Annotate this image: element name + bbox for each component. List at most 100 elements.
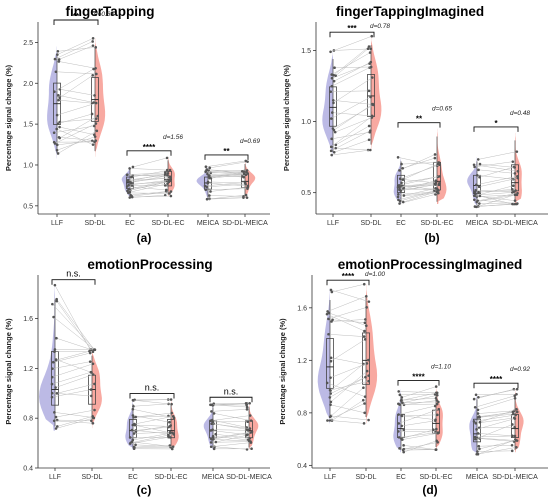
- point-left: [56, 53, 59, 56]
- point-left: [478, 447, 481, 451]
- pair-line: [403, 192, 439, 196]
- point-right: [169, 398, 173, 401]
- point-left: [329, 392, 333, 395]
- point-right: [513, 394, 517, 398]
- pair-line: [476, 194, 516, 208]
- point-right: [514, 439, 518, 442]
- point-left: [52, 140, 56, 144]
- point-right: [248, 437, 252, 440]
- pair-line: [129, 183, 168, 193]
- point-left: [58, 96, 62, 99]
- pair-line: [58, 61, 96, 69]
- point-left: [206, 172, 209, 176]
- x-tick-label: SD-DL-EC: [154, 474, 187, 481]
- point-left: [204, 165, 208, 169]
- pair-line: [205, 160, 246, 167]
- effect-size-label: d=0.92: [510, 366, 530, 373]
- point-right: [246, 420, 249, 423]
- point-right: [167, 433, 170, 437]
- point-right: [94, 67, 97, 70]
- point-left: [55, 297, 58, 301]
- point-left: [131, 165, 135, 169]
- point-left: [327, 332, 330, 336]
- point-left: [332, 73, 335, 77]
- y-axis-label: Percentage signal change (%): [4, 318, 13, 425]
- pair-line: [51, 389, 92, 398]
- effect-size-label: d=1.56: [163, 134, 183, 141]
- pair-line: [329, 420, 365, 424]
- point-left: [128, 436, 132, 439]
- point-right: [240, 169, 244, 173]
- point-right: [369, 148, 372, 152]
- pair-line: [333, 61, 371, 82]
- point-left: [473, 437, 477, 441]
- violin-left: [39, 283, 55, 431]
- point-left: [208, 197, 211, 201]
- pair-line: [479, 409, 517, 423]
- point-right: [513, 172, 517, 175]
- point-left: [473, 435, 477, 439]
- point-left: [50, 395, 54, 399]
- pair-line: [477, 437, 518, 441]
- pair-line: [59, 75, 93, 98]
- pair-line: [330, 35, 372, 53]
- pair-line: [130, 434, 169, 444]
- point-left: [53, 90, 56, 94]
- point-right: [249, 431, 253, 434]
- point-left: [476, 432, 480, 435]
- pair-line: [330, 415, 369, 421]
- point-left: [128, 167, 131, 170]
- point-right: [249, 419, 253, 422]
- point-left: [209, 441, 213, 444]
- point-right: [246, 184, 250, 188]
- significance-bracket: [473, 126, 519, 132]
- point-right: [369, 65, 373, 69]
- point-right: [515, 410, 519, 414]
- point-left: [474, 189, 477, 192]
- point-left: [133, 446, 136, 449]
- effect-size-label: d=0.78: [370, 23, 390, 30]
- pair-line: [403, 440, 437, 453]
- point-right: [168, 192, 171, 195]
- point-right: [367, 418, 370, 422]
- point-right: [511, 184, 515, 188]
- pair-line: [401, 415, 436, 420]
- point-right: [91, 44, 95, 47]
- pair-line: [210, 431, 253, 439]
- point-right: [248, 427, 252, 430]
- point-left: [472, 420, 476, 423]
- point-left: [329, 145, 333, 149]
- box-left: [473, 418, 481, 443]
- point-left: [396, 156, 400, 159]
- point-right: [362, 282, 366, 286]
- point-left: [328, 415, 332, 419]
- pair-line: [213, 432, 251, 440]
- point-left: [53, 348, 57, 351]
- x-tick-label: SD-DL: [355, 474, 376, 481]
- point-left: [401, 438, 404, 441]
- point-right: [90, 394, 93, 398]
- point-right: [365, 306, 368, 309]
- point-right: [433, 156, 437, 160]
- point-left: [478, 162, 482, 166]
- point-left: [402, 428, 406, 432]
- point-left: [478, 415, 481, 419]
- pair-line: [51, 371, 91, 385]
- pair-line: [479, 195, 513, 205]
- pair-line: [54, 123, 97, 144]
- point-left: [131, 438, 135, 442]
- point-left: [477, 185, 481, 189]
- pair-line: [56, 337, 92, 350]
- pair-line: [330, 370, 368, 403]
- pair-line: [403, 179, 440, 184]
- point-right: [91, 139, 94, 143]
- point-right: [246, 429, 250, 432]
- point-left: [53, 283, 57, 287]
- point-left: [214, 440, 218, 444]
- point-right: [245, 433, 248, 437]
- point-right: [434, 396, 438, 400]
- point-right: [91, 416, 95, 419]
- point-left: [206, 181, 210, 185]
- point-right: [366, 47, 370, 51]
- point-left: [397, 193, 400, 196]
